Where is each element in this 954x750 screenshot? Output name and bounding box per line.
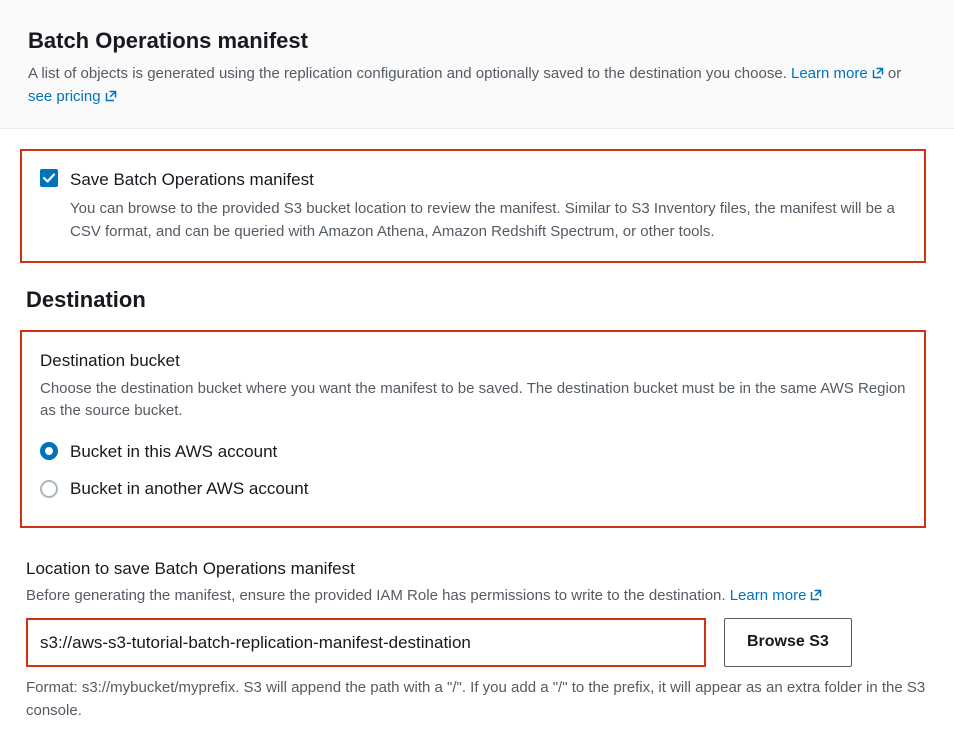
location-learn-more-label: Learn more xyxy=(730,587,807,604)
external-link-icon xyxy=(872,67,884,79)
location-section: Location to save Batch Operations manife… xyxy=(20,556,926,723)
see-pricing-link[interactable]: see pricing xyxy=(28,88,117,105)
location-input[interactable]: s3://aws-s3-tutorial-batch-replication-m… xyxy=(26,618,706,668)
see-pricing-label: see pricing xyxy=(28,88,101,105)
location-input-row: s3://aws-s3-tutorial-batch-replication-m… xyxy=(26,618,926,668)
radio-this-account-label: Bucket in this AWS account xyxy=(70,439,277,465)
learn-more-label: Learn more xyxy=(791,65,868,82)
radio-option-this-account[interactable]: Bucket in this AWS account xyxy=(40,433,906,471)
radio-option-other-account[interactable]: Bucket in another AWS account xyxy=(40,470,906,508)
save-manifest-section: Save Batch Operations manifest You can b… xyxy=(20,149,926,263)
location-desc-text: Before generating the manifest, ensure t… xyxy=(26,587,730,604)
check-icon xyxy=(42,171,56,185)
save-manifest-description: You can browse to the provided S3 bucket… xyxy=(70,197,906,244)
browse-s3-button[interactable]: Browse S3 xyxy=(724,618,852,668)
save-manifest-row: Save Batch Operations manifest You can b… xyxy=(40,167,906,243)
location-desc: Before generating the manifest, ensure t… xyxy=(26,585,926,608)
save-manifest-content: Save Batch Operations manifest You can b… xyxy=(70,167,906,243)
location-title: Location to save Batch Operations manife… xyxy=(26,556,926,582)
panel-body: Save Batch Operations manifest You can b… xyxy=(0,129,954,750)
batch-operations-panel: Batch Operations manifest A list of obje… xyxy=(0,0,954,750)
external-link-icon xyxy=(105,90,117,102)
radio-other-account-label: Bucket in another AWS account xyxy=(70,476,308,502)
subtitle-or: or xyxy=(884,65,902,82)
save-manifest-label: Save Batch Operations manifest xyxy=(70,167,906,193)
location-learn-more-link[interactable]: Learn more xyxy=(730,587,823,604)
destination-heading: Destination xyxy=(26,283,926,316)
save-manifest-checkbox[interactable] xyxy=(40,169,58,187)
destination-bucket-desc: Choose the destination bucket where you … xyxy=(40,378,906,423)
external-link-icon xyxy=(810,589,822,601)
learn-more-link[interactable]: Learn more xyxy=(791,65,884,82)
page-title: Batch Operations manifest xyxy=(28,24,926,57)
page-subtitle: A list of objects is generated using the… xyxy=(28,63,926,108)
radio-other-account[interactable] xyxy=(40,480,58,498)
subtitle-text: A list of objects is generated using the… xyxy=(28,65,791,82)
destination-bucket-title: Destination bucket xyxy=(40,348,906,374)
panel-header: Batch Operations manifest A list of obje… xyxy=(0,0,954,129)
radio-this-account[interactable] xyxy=(40,442,58,460)
destination-bucket-section: Destination bucket Choose the destinatio… xyxy=(20,330,926,528)
format-hint: Format: s3://mybucket/myprefix. S3 will … xyxy=(26,677,926,722)
